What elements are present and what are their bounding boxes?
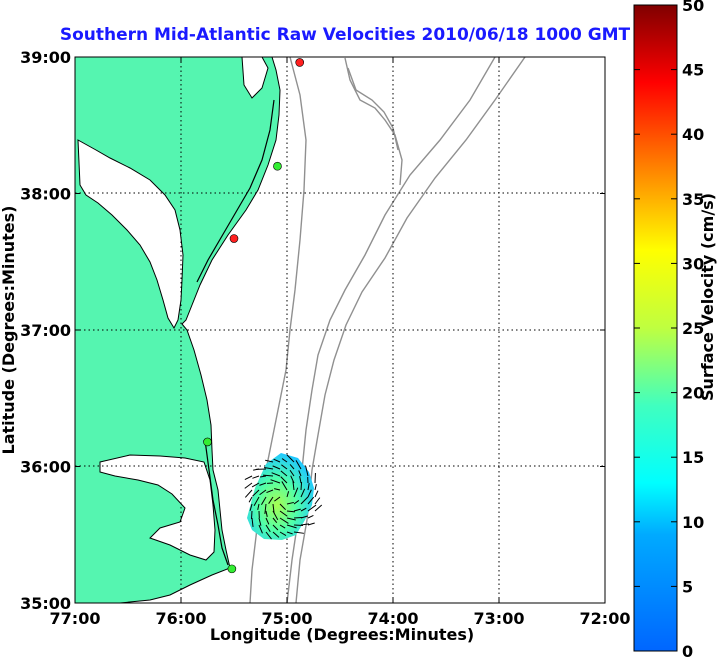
colorbar-tick-label: 45: [682, 61, 704, 80]
y-tick-label: 38:00: [20, 185, 71, 204]
velocity-arrow: [301, 482, 302, 490]
y-tick-label: 39:00: [20, 48, 71, 67]
x-axis-label: Longitude (Degrees:Minutes): [210, 625, 474, 644]
station-1-marker: [296, 58, 304, 66]
x-tick-label: 72:00: [580, 609, 631, 628]
y-tick-label: 35:00: [20, 594, 71, 613]
colorbar-tick-label: 10: [682, 513, 704, 532]
station-5-marker: [228, 565, 236, 573]
station-2-marker: [273, 162, 281, 170]
x-tick-label: 73:00: [474, 609, 525, 628]
colorbar-tick-label: 5: [682, 577, 693, 596]
colorbar-tick-label: 0: [682, 642, 693, 659]
station-3-marker: [230, 235, 238, 243]
colorbar: [634, 5, 677, 651]
velocity-arrow: [294, 517, 302, 518]
colorbar-tick-label: 40: [682, 125, 704, 144]
colorbar-tick-label: 15: [682, 448, 704, 467]
station-4-marker: [204, 438, 212, 446]
y-tick-label: 36:00: [20, 458, 71, 477]
colorbar-label: Surface Velocity (cm/s): [698, 193, 717, 401]
y-tick-label: 37:00: [20, 321, 71, 340]
x-tick-label: 76:00: [156, 609, 207, 628]
map-area: [75, 57, 605, 603]
y-axis-label: Latitude (Degrees:Minutes): [0, 206, 18, 455]
colorbar-tick-label: 50: [682, 0, 704, 15]
chart-title: Southern Mid-Atlantic Raw Velocities 201…: [60, 25, 631, 45]
